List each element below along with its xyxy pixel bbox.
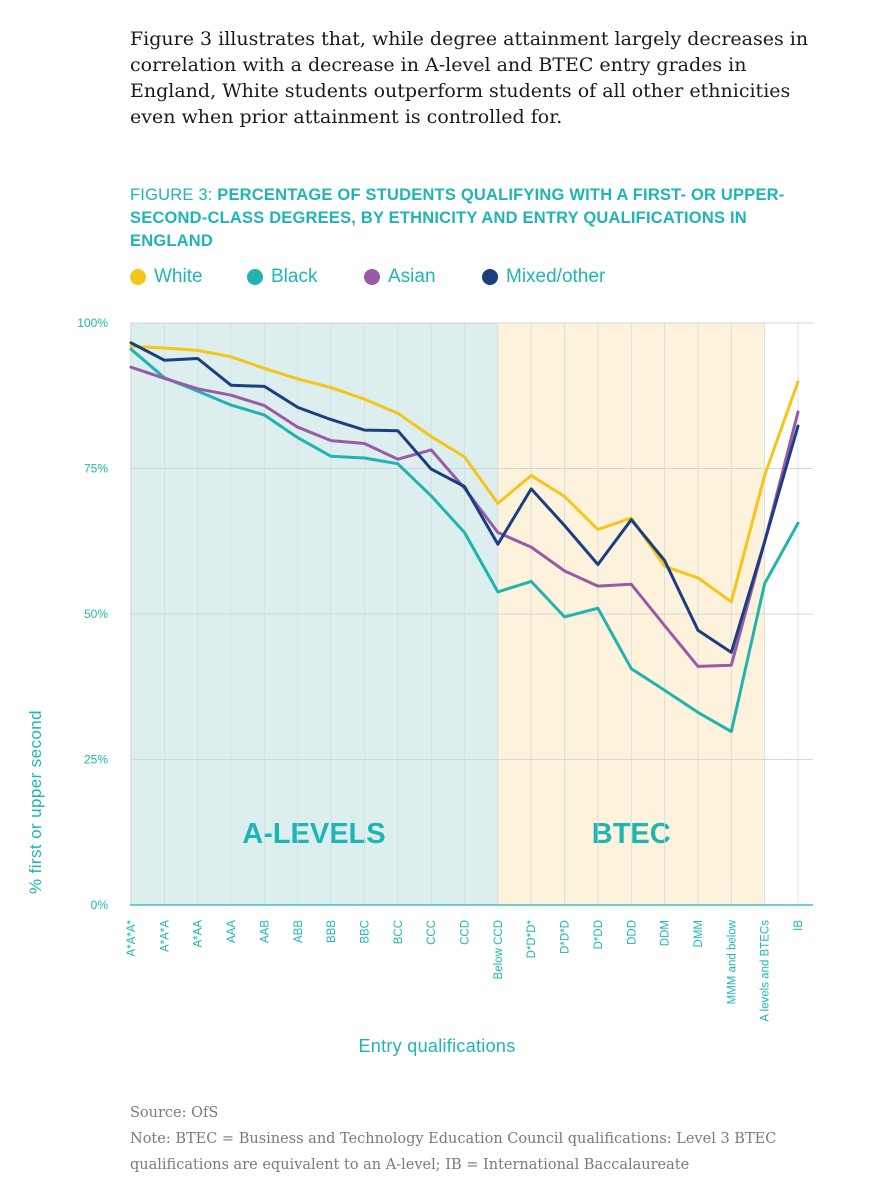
region-label: A-LEVELS [242,818,385,850]
x-tick-label: BBC [359,920,371,944]
source-text: Source: OfS [130,1105,219,1121]
y-tick-label: 100% [77,316,108,330]
legend-dot-icon [482,269,498,285]
legend-label: White [154,266,203,287]
x-tick-label: BBB [326,920,338,943]
y-tick-label: 50% [84,607,108,621]
intro-paragraph: Figure 3 illustrates that, while degree … [130,28,809,128]
x-tick-label: D*D*D [560,920,572,954]
legend-item-asian: Asian [364,266,436,288]
legend-item-black: Black [247,266,317,288]
x-tick-label: D*D*D* [526,919,538,958]
x-tick-label: CCC [426,920,438,945]
figure-title-text: PERCENTAGE OF STUDENTS QUALIFYING WITH A… [130,186,785,250]
x-tick-label: A*A*A* [126,919,138,956]
x-tick-label: ABB [293,920,305,943]
x-tick-label: DDM [660,920,672,946]
source-notes: Source: OfS Note: BTEC = Business and Te… [130,1100,830,1178]
x-tick-label: IB [793,920,805,931]
legend-dot-icon [364,269,380,285]
series-line-white [129,344,800,604]
x-tick-label: A*A*A [159,920,171,952]
x-axis-label: Entry qualifications [358,1036,516,1056]
legend-label: Asian [388,266,436,287]
y-tick-label: 75% [84,462,108,476]
x-tick-label: AAB [259,920,271,943]
x-tick-label: BCC [393,920,405,944]
x-tick-label: Below CCD [493,920,505,979]
note-text: Note: BTEC = Business and Technology Edu… [130,1131,777,1173]
y-tick-label: 0% [91,898,109,912]
legend-item-mixed-other: Mixed/other [482,266,605,288]
figure-label: FIGURE 3: [130,186,218,204]
chart-legend: White Black Asian Mixed/other [130,266,770,294]
series-line-mixed-other [129,341,800,654]
x-tick-label: DMM [693,920,705,947]
series-line-black [129,347,800,734]
y-tick-label: 25% [84,753,108,767]
legend-item-white: White [130,266,203,288]
x-tick-label: CCD [460,920,472,945]
x-tick-label: DDD [626,920,638,945]
x-tick-label: A*AA [193,920,205,948]
x-tick-label: D*DD [593,920,605,949]
legend-dot-icon [130,269,146,285]
legend-label: Black [271,266,318,287]
x-tick-label: AAA [226,920,238,943]
x-tick-label: MMM and below [726,919,738,1004]
figure-title: FIGURE 3: PERCENTAGE OF STUDENTS QUALIFY… [130,184,830,253]
x-tick-label: A levels and BTECs [760,920,772,1022]
legend-dot-icon [247,269,263,285]
legend-label: Mixed/other [506,266,606,287]
